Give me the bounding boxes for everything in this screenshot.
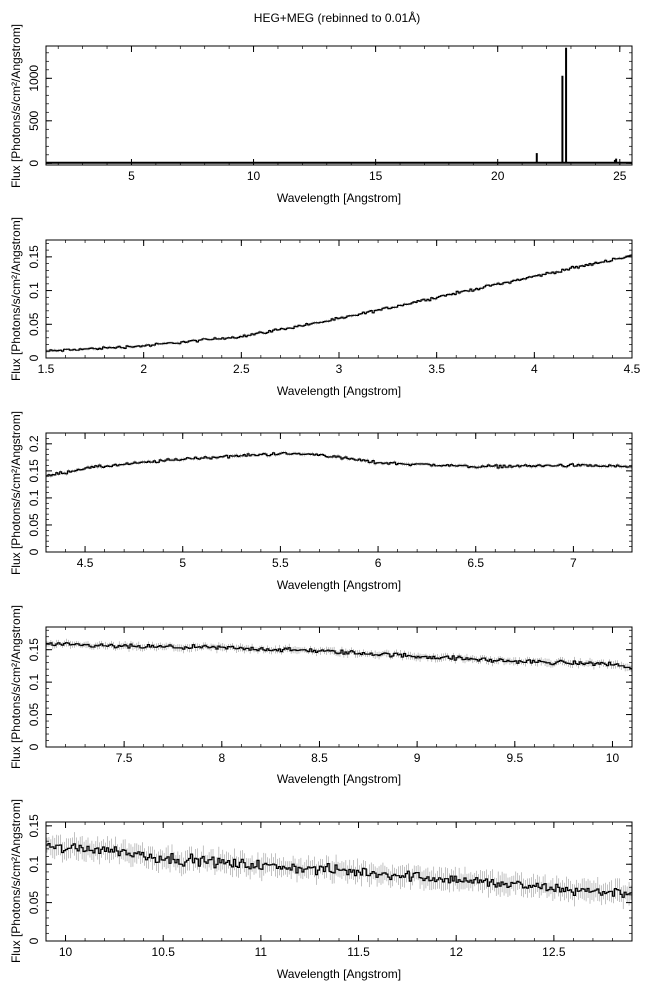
panel-4-xtick-label: 8.5 [311,751,328,765]
panel-5-ytick-label: 0.1 [27,856,41,873]
panel-3-ticks: 4.5 5 5.5 6 6.5 7 0 0.05 0.1 0.15 0.2 [27,432,633,570]
panel-1-emission-line [547,162,550,164]
panel-1-xtick-label: 20 [491,169,505,183]
panel-5: 10 10.5 11 11.5 12 12.5 0 0.05 0.1 0.15 Wavelengt… [9,799,633,981]
panel-4-ytick-label: 0 [27,743,41,750]
panel-4: 7.5 8 8.5 9 9.5 10 0 0.05 0.1 0.15 Wavelength [An… [9,605,633,786]
panel-3: 4.5 5 5.5 6 6.5 7 0 0.05 0.1 0.15 0.2 Wavelength [… [9,411,633,592]
panel-4-xtick-label: 7.5 [116,751,133,765]
panel-3-ytick-label: 0.1 [27,489,41,506]
panel-5-marks [46,832,632,910]
panel-4-xtick-label: 9.5 [506,751,523,765]
panel-4-spectrum [46,642,632,670]
panel-4-ylabel: Flux [Photons/s/cm²/Angstrom] [9,605,23,769]
panel-3-xlabel: Wavelength [Angstrom] [277,578,401,592]
panel-1-ytick-label: 1000 [27,65,41,92]
panel-2-xtick-label: 4 [531,362,538,376]
panel-1-xlabel: Wavelength [Angstrom] [277,191,401,205]
panel-5-xtick-label: 12 [450,945,464,959]
panel-2-ytick-label: 0.15 [27,245,41,269]
panel-3-xtick-label: 4.5 [77,556,94,570]
panel-5-ticks: 10 10.5 11 11.5 12 12.5 0 0.05 0.1 0.15 [27,814,633,959]
panel-3-xtick-label: 6.5 [467,556,484,570]
panel-2-ytick-label: 0 [27,354,41,361]
figure-title: HEG+MEG (rebinned to 0.01Å) [254,10,420,25]
panel-3-xtick-label: 5 [179,556,186,570]
panel-1-emission-line [535,153,538,164]
panel-5-ytick-label: 0 [27,937,41,944]
panel-2-frame [45,239,633,359]
panel-5-xtick-label: 11.5 [347,945,370,959]
panel-2-xtick-label: 4.5 [624,362,641,376]
panel-4-xtick-label: 9 [414,751,421,765]
panel-2-xtick-label: 3.5 [428,362,445,376]
panel-3-ytick-label: 0.15 [27,459,41,483]
panel-4-ytick-label: 0.05 [27,703,41,727]
panel-1-ytick-label: 0 [27,160,41,167]
panel-1-marks [46,47,632,164]
panel-4-ticks: 7.5 8 8.5 9 9.5 10 0 0.05 0.1 0.15 [27,627,633,765]
panel-3-ytick-label: 0.05 [27,513,41,537]
panel-5-spectrum [46,843,632,898]
panel-1-emission-line [613,159,616,164]
panel-3-frame [45,432,633,553]
panel-5-xtick-label: 11 [255,945,268,959]
panel-1-xtick-label: 25 [613,169,627,183]
panel-3-xtick-label: 6 [375,556,382,570]
panel-2-marks [46,253,632,353]
panel-3-ylabel: Flux [Photons/s/cm²/Angstrom] [9,411,23,575]
panel-2: 1.5 2 2.5 3 3.5 4 4.5 0 0.05 0.1 0.15 Wavelength [… [9,217,641,398]
panel-3-ytick-label: 0.2 [27,435,41,452]
panel-2-ytick-label: 0.05 [27,312,41,336]
panel-1-xtick-label: 5 [128,169,135,183]
panel-2-xtick-label: 2.5 [233,362,250,376]
panel-2-ytick-label: 0.1 [27,282,41,299]
panel-4-marks [46,638,632,672]
panel-1-ticks: 5 10 15 20 25 0 500 1000 [27,46,632,183]
panel-2-xtick-label: 3 [336,362,343,376]
panel-5-ylabel: Flux [Photons/s/cm²/Angstrom] [9,799,23,963]
panel-1-ytick-label: 500 [27,110,41,130]
panel-5-frame [45,821,633,942]
panel-3-marks [46,450,632,478]
panel-2-ticks: 1.5 2 2.5 3 3.5 4 4.5 0 0.05 0.1 0.15 [27,240,641,376]
panel-1-emission-line [561,75,564,164]
panel-3-ytick-label: 0 [27,548,41,555]
panel-4-xtick-label: 10 [606,751,620,765]
panel-2-spectrum [46,254,632,352]
panel-5-xtick-label: 10.5 [152,945,176,959]
panel-1-xtick-label: 15 [369,169,383,183]
panel-4-ytick-label: 0.15 [27,638,41,662]
panel-5-ytick-label: 0.05 [27,891,41,915]
panel-4-xtick-label: 8 [218,751,225,765]
panel-3-spectrum [46,452,632,477]
panel-4-xlabel: Wavelength [Angstrom] [277,772,401,786]
panel-4-ytick-label: 0.1 [27,673,41,690]
panel-5-ytick-label: 0.15 [27,814,41,838]
panel-1-frame [45,45,633,166]
panel-4-frame [45,626,633,748]
panel-5-xtick-label: 10 [59,945,73,959]
panel-1-emission-line [565,47,568,164]
panel-1-emission-line [615,158,618,164]
panel-3-xtick-label: 5.5 [272,556,289,570]
panel-5-xlabel: Wavelength [Angstrom] [277,967,401,981]
panel-1-ylabel: Flux [Photons/s/cm²/Angstrom] [9,24,23,188]
panel-2-xtick-label: 2 [140,362,147,376]
panel-5-xtick-label: 12.5 [542,945,566,959]
panel-3-xtick-label: 7 [570,556,577,570]
panel-2-xlabel: Wavelength [Angstrom] [277,384,401,398]
panel-1-xtick-label: 10 [247,169,261,183]
panel-2-xtick-label: 1.5 [38,362,55,376]
panel-2-ylabel: Flux [Photons/s/cm²/Angstrom] [9,217,23,381]
